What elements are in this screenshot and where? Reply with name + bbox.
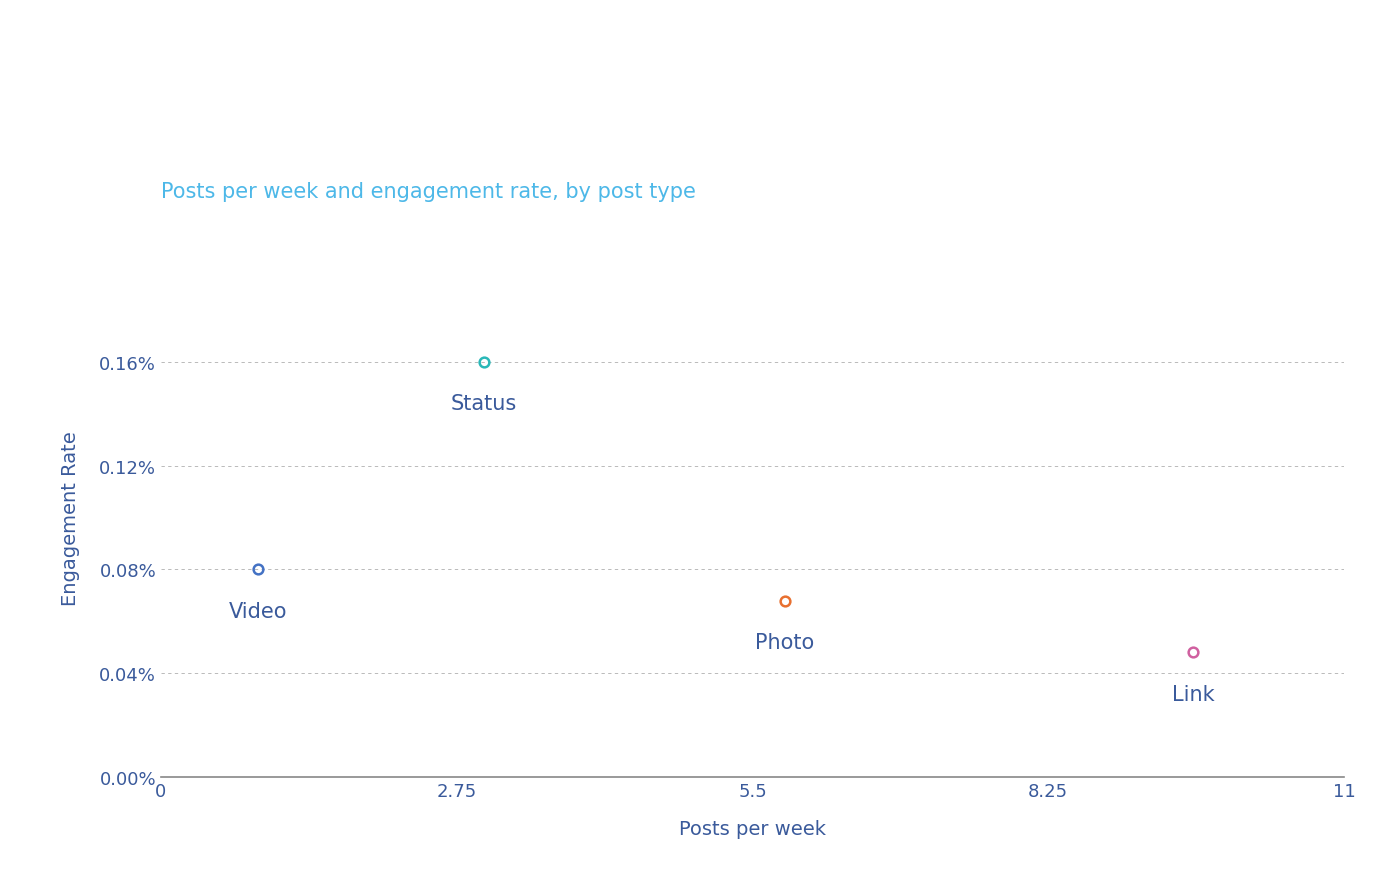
- Text: 🐦: 🐦: [1324, 54, 1358, 108]
- Text: Video: Video: [228, 601, 287, 621]
- Text: Link: Link: [1172, 684, 1215, 704]
- Text: Photo: Photo: [755, 632, 815, 652]
- Text: Status: Status: [451, 393, 517, 414]
- Y-axis label: Engagement Rate: Engagement Rate: [60, 431, 80, 605]
- Text: Posts per week and engagement rate, by post type: Posts per week and engagement rate, by p…: [161, 182, 696, 202]
- X-axis label: Posts per week: Posts per week: [679, 819, 826, 838]
- Text: INFLUENCERS: TWITTER ENGAGEMENT: INFLUENCERS: TWITTER ENGAGEMENT: [91, 65, 1007, 110]
